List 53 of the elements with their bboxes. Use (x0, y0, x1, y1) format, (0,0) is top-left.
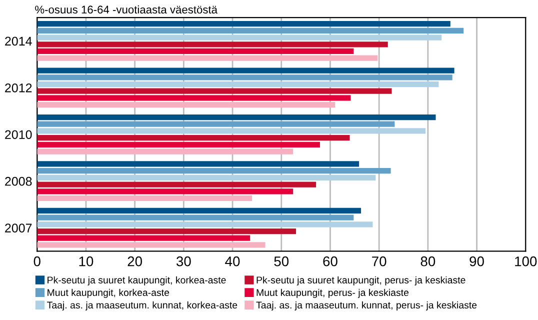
x-tick-label: 70 (372, 256, 386, 266)
x-tick-label: 90 (470, 256, 484, 266)
x-tick-label: 80 (420, 256, 436, 266)
bar (37, 148, 294, 154)
y-tick-label: 2012 (5, 83, 32, 92)
chart-title: %-osuus 16-64 -vuotiaasta väestöstä (35, 5, 218, 14)
bar (37, 121, 395, 127)
bar (37, 128, 426, 134)
bar (37, 88, 392, 94)
bar (37, 68, 454, 74)
x-tick-label: 40 (225, 256, 240, 266)
bar (37, 208, 361, 214)
bar (37, 235, 250, 241)
bar (37, 102, 336, 108)
bar (37, 161, 360, 167)
bar (37, 135, 350, 141)
bar (37, 114, 436, 120)
x-tick-label: 10 (79, 256, 94, 266)
bar (37, 174, 376, 181)
bar (37, 28, 464, 34)
legend-label: Muut kaupungit, korkea-aste (48, 288, 170, 298)
bar (37, 142, 320, 148)
bar (37, 74, 452, 80)
bar (37, 214, 354, 220)
bar (37, 81, 439, 88)
bar (37, 21, 450, 27)
bar (37, 95, 351, 101)
y-tick-label: 2014 (5, 36, 32, 46)
bar (37, 222, 373, 228)
bar (37, 55, 378, 61)
legend-label: Taaj. as. ja maaseutum. kunnat, korkea-aste (47, 301, 238, 310)
bar (37, 34, 442, 40)
legend-label: Pk-seutu ja suuret kaupungit, korkea-aste (48, 276, 226, 286)
y-tick-label: 2007 (5, 224, 32, 232)
bar (37, 195, 252, 202)
bar (37, 242, 266, 248)
bar (37, 48, 354, 54)
legend-label: Taaj. as. ja maaseutum. kunnat, perus- ja keskiaste (256, 301, 477, 310)
bar (37, 168, 391, 174)
y-tick-label: 2010 (5, 130, 32, 140)
bar (37, 42, 388, 48)
x-tick-label: 0 (34, 256, 40, 266)
x-tick-label: 50 (274, 256, 289, 266)
y-tick-label: 2008 (5, 176, 32, 186)
bar (37, 188, 294, 194)
x-tick-label: 100 (515, 256, 537, 266)
legend-label: Muut kaupungit, perus- ja keskiaste (256, 288, 409, 298)
x-tick-label: 60 (323, 256, 338, 266)
bar (37, 228, 296, 234)
x-tick-label: 30 (176, 256, 191, 266)
x-tick-label: 20 (128, 256, 142, 266)
legend-label: Pk-seutu ja suuret kaupungit, perus- ja keskiaste (256, 276, 466, 286)
bar (37, 182, 316, 188)
